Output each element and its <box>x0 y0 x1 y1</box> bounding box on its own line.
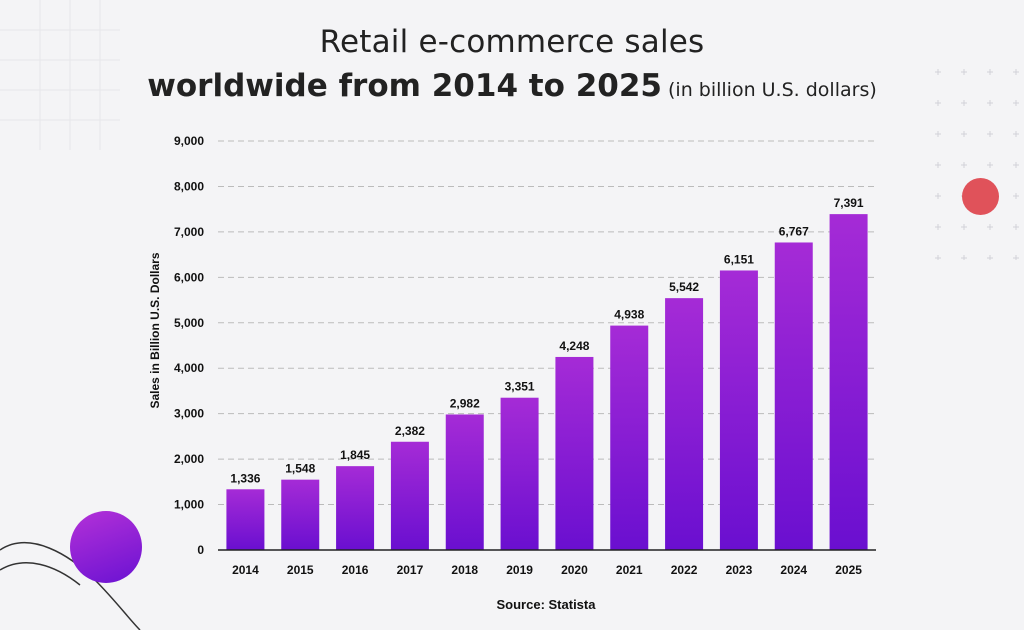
x-tick-label: 2015 <box>287 563 314 577</box>
x-tick-label: 2017 <box>397 563 424 577</box>
purple-circle-decoration <box>70 511 142 583</box>
data-label-2020: 4,248 <box>559 339 589 353</box>
x-tick-label: 2020 <box>561 563 588 577</box>
y-tick-label: 8,000 <box>174 179 204 193</box>
y-tick-label: 4,000 <box>174 361 204 375</box>
x-tick-label: 2025 <box>835 563 862 577</box>
red-circle-decoration <box>962 178 999 215</box>
data-label-2021: 4,938 <box>614 308 644 322</box>
bar-2022 <box>665 298 704 550</box>
chart-title: Retail e-commerce sales worldwide from 2… <box>0 20 1024 113</box>
y-tick-label: 7,000 <box>174 225 204 239</box>
y-tick-label: 0 <box>197 543 204 557</box>
bar-2023 <box>719 270 758 550</box>
data-label-2018: 2,982 <box>450 396 480 410</box>
bar-2016 <box>336 466 375 550</box>
title-bold-text: worldwide from 2014 to 2025 <box>147 68 662 104</box>
plus-pattern-decoration <box>935 69 1019 260</box>
bar-2021 <box>610 325 649 550</box>
x-tick-label: 2024 <box>780 563 807 577</box>
x-axis-ticks: 2014 2015 2016 2017 2018 2019 2020 2021 2022 2023… <box>232 563 862 577</box>
data-label-2022: 5,542 <box>669 280 699 294</box>
y-tick-label: 6,000 <box>174 270 204 284</box>
y-tick-label: 9,000 <box>174 134 204 148</box>
background-grid-decoration <box>0 0 120 150</box>
y-tick-label: 2,000 <box>174 452 204 466</box>
title-line-1: Retail e-commerce sales <box>319 24 705 60</box>
data-label-2017: 2,382 <box>395 424 425 438</box>
data-label-2023: 6,151 <box>724 252 754 266</box>
data-label-2024: 6,767 <box>779 224 809 238</box>
bar-2018 <box>445 414 484 550</box>
data-label-2014: 1,336 <box>230 471 260 485</box>
data-label-2019: 3,351 <box>505 380 535 394</box>
y-axis-label: Sales in Billion U.S. Dollars <box>148 252 162 408</box>
data-label-2015: 1,548 <box>285 462 315 476</box>
title-unit-text: (in billion U.S. dollars) <box>668 79 877 101</box>
x-tick-label: 2016 <box>342 563 369 577</box>
data-label-2016: 1,845 <box>340 448 370 462</box>
bar-2019 <box>500 397 539 550</box>
x-tick-label: 2014 <box>232 563 259 577</box>
bar-2024 <box>774 242 813 550</box>
data-label-2025: 7,391 <box>834 196 864 210</box>
bar-2017 <box>390 441 429 550</box>
bar-2020 <box>555 356 594 550</box>
bar-2015 <box>281 479 320 550</box>
x-tick-label: 2021 <box>616 563 643 577</box>
bars <box>226 214 868 550</box>
x-tick-label: 2022 <box>671 563 698 577</box>
x-tick-label: 2023 <box>726 563 753 577</box>
source-label: Source: Statista <box>497 597 597 612</box>
y-axis-ticks: 0 1,000 2,000 3,000 4,000 5,000 6,000 7,000 8,00… <box>174 134 204 557</box>
y-tick-label: 3,000 <box>174 407 204 421</box>
data-labels: 1,336 1,548 1,845 2,382 2,982 3,351 4,248 4,938… <box>230 196 864 485</box>
y-tick-label: 5,000 <box>174 316 204 330</box>
x-tick-label: 2018 <box>451 563 478 577</box>
x-tick-label: 2019 <box>506 563 533 577</box>
y-tick-label: 1,000 <box>174 498 204 512</box>
bar-2025 <box>829 214 868 550</box>
title-line-2: worldwide from 2014 to 2025 (in billion U… <box>0 64 1024 113</box>
bar-2014 <box>226 489 265 550</box>
